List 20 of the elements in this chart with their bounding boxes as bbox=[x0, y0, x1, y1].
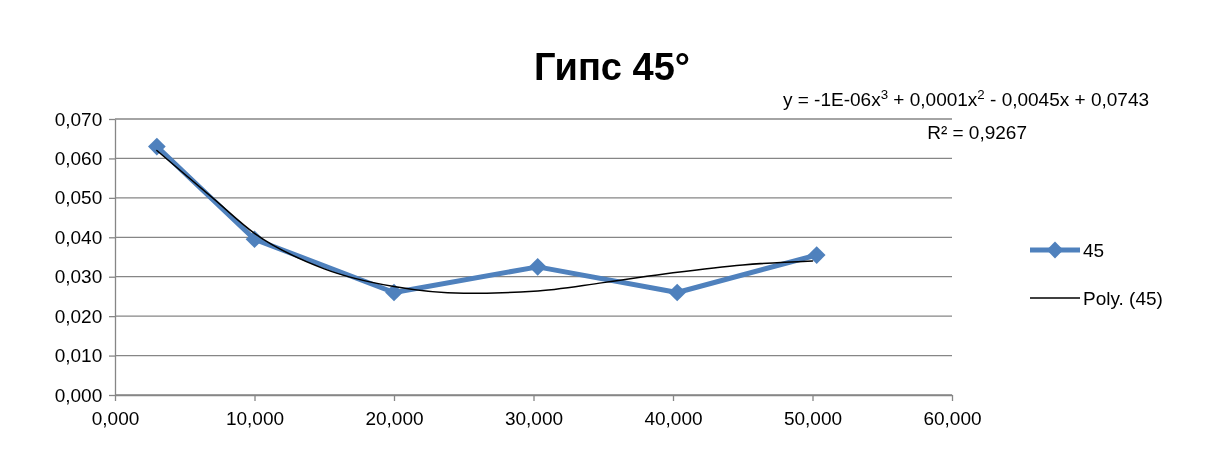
x-tick-label: 60,000 bbox=[923, 407, 982, 429]
y-tick-label: 0,000 bbox=[54, 384, 103, 406]
y-tick-label: 0,070 bbox=[54, 108, 103, 130]
chart-title: Гипс 45° bbox=[533, 46, 691, 88]
x-tick-label: 40,000 bbox=[644, 407, 703, 429]
x-tick-label: 0,000 bbox=[91, 407, 140, 429]
y-tick-label: 0,060 bbox=[54, 148, 103, 170]
x-tick-label: 50,000 bbox=[783, 407, 843, 429]
y-tick-label: 0,050 bbox=[54, 187, 103, 209]
x-tick-label: 10,000 bbox=[225, 407, 285, 429]
y-tick-label: 0,010 bbox=[54, 345, 103, 367]
y-tick-label: 0,030 bbox=[54, 266, 103, 288]
legend-label: 45 bbox=[1083, 240, 1105, 261]
annotation: R² = 0,9267 bbox=[927, 122, 1027, 143]
legend-label: Poly. (45) bbox=[1083, 288, 1163, 309]
x-tick-label: 30,000 bbox=[504, 407, 564, 429]
y-tick-label: 0,040 bbox=[54, 226, 103, 248]
x-tick-label: 20,000 bbox=[365, 407, 424, 429]
y-tick-label: 0,020 bbox=[54, 305, 103, 327]
text: y = -1E-06x$^{3}$ + 0,0001x$^{2}$ - 0,0045x + 0,0743 bbox=[782, 86, 1150, 110]
